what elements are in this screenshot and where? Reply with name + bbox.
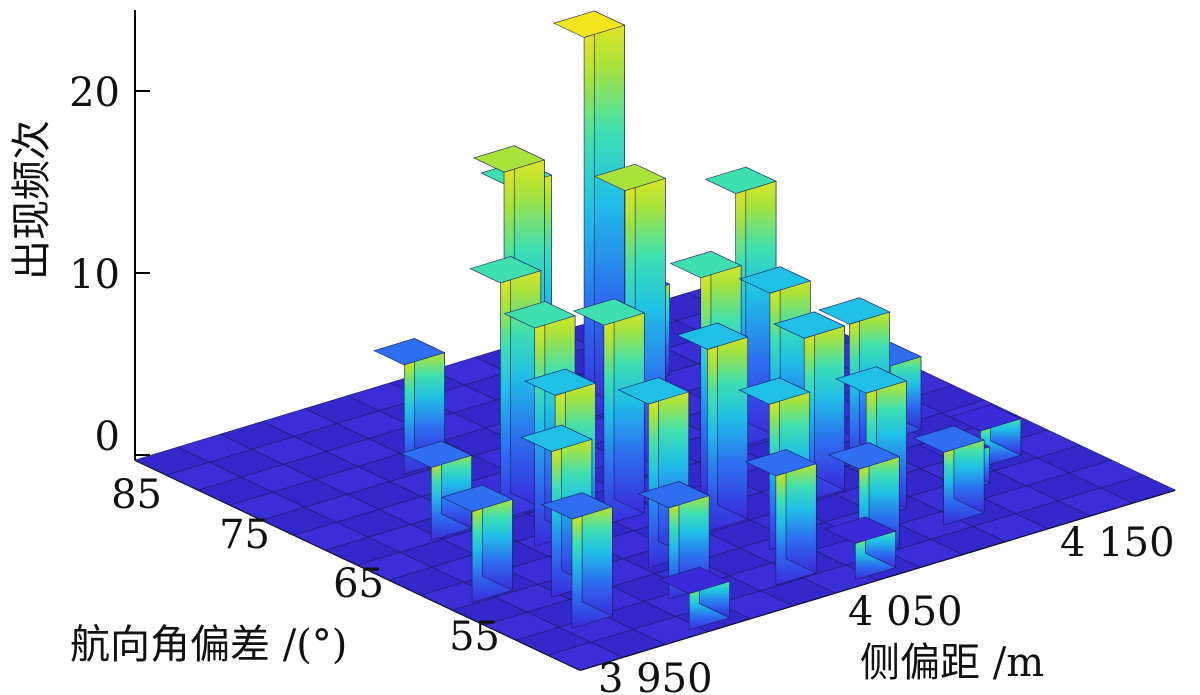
bar-top-face [503,301,576,329]
bar-top-face [617,377,690,405]
bar-top-face [669,250,742,279]
z-ticks: 0 10 20 [69,70,150,460]
bar-top-face [744,449,818,477]
bar-top-face [835,366,908,394]
bar-top-face [373,338,446,366]
bar-side-face [613,298,645,514]
bar-18 [773,311,846,503]
y-tick-label-85: 85 [111,472,162,518]
y-tick-label-65: 65 [333,561,384,607]
bar-side-face [717,322,749,520]
bar-top-face [738,266,812,294]
y-axis-label: 航向角偏差 /(°) [70,622,347,668]
x-tick-label-4050: 4 050 [848,589,963,635]
bar-top-face [818,297,891,325]
bar-top-face [593,163,667,191]
bar-top-face [912,425,985,453]
bar-series [373,10,1022,631]
x-axis-label: 侧偏距 /m [860,640,1044,686]
bar-top-face [658,566,731,594]
bar-top-face [400,440,473,468]
z-tick-label-10: 10 [69,252,120,298]
bar-30 [658,566,731,631]
bar-17 [676,322,749,532]
z-tick-label-0: 0 [95,414,120,460]
bar-side-face [814,311,845,491]
x-tick-label-4150: 4 150 [1060,520,1175,566]
bar-31 [824,516,897,581]
bar-21 [949,404,1022,468]
bar-top-face [572,298,646,326]
bar-top-face [704,166,777,194]
bar-top-face [469,256,542,284]
bar-top-face [738,377,811,405]
bar-top-face [540,492,614,520]
bar-top-face [520,424,593,452]
bar-top-face [949,404,1022,432]
bar-top-face [473,145,546,173]
bar-top-face [824,516,897,544]
bar-top-face [524,368,597,396]
bar-15 [441,484,514,603]
x-ticks: 3 950 4 050 4 150 [598,520,1175,695]
z-tick-label-20: 20 [69,70,120,116]
y-tick-label-75: 75 [219,512,270,558]
bar-top-face [637,481,711,509]
x-tick-label-3950: 3 950 [598,656,713,695]
z-axis-label: 出现频次 [9,120,55,280]
bar-27 [912,425,985,526]
bar-top-face [827,442,901,470]
bar-top-face [441,484,514,512]
bar-top-face [553,10,626,38]
bar-25 [540,492,614,629]
bar-top-face [773,311,846,339]
y-tick-label-55: 55 [449,614,500,660]
bar-10 [572,298,646,526]
y-ticks: 85 75 65 55 [111,472,500,660]
bar-top-face [676,322,749,350]
bar-28 [744,449,818,586]
